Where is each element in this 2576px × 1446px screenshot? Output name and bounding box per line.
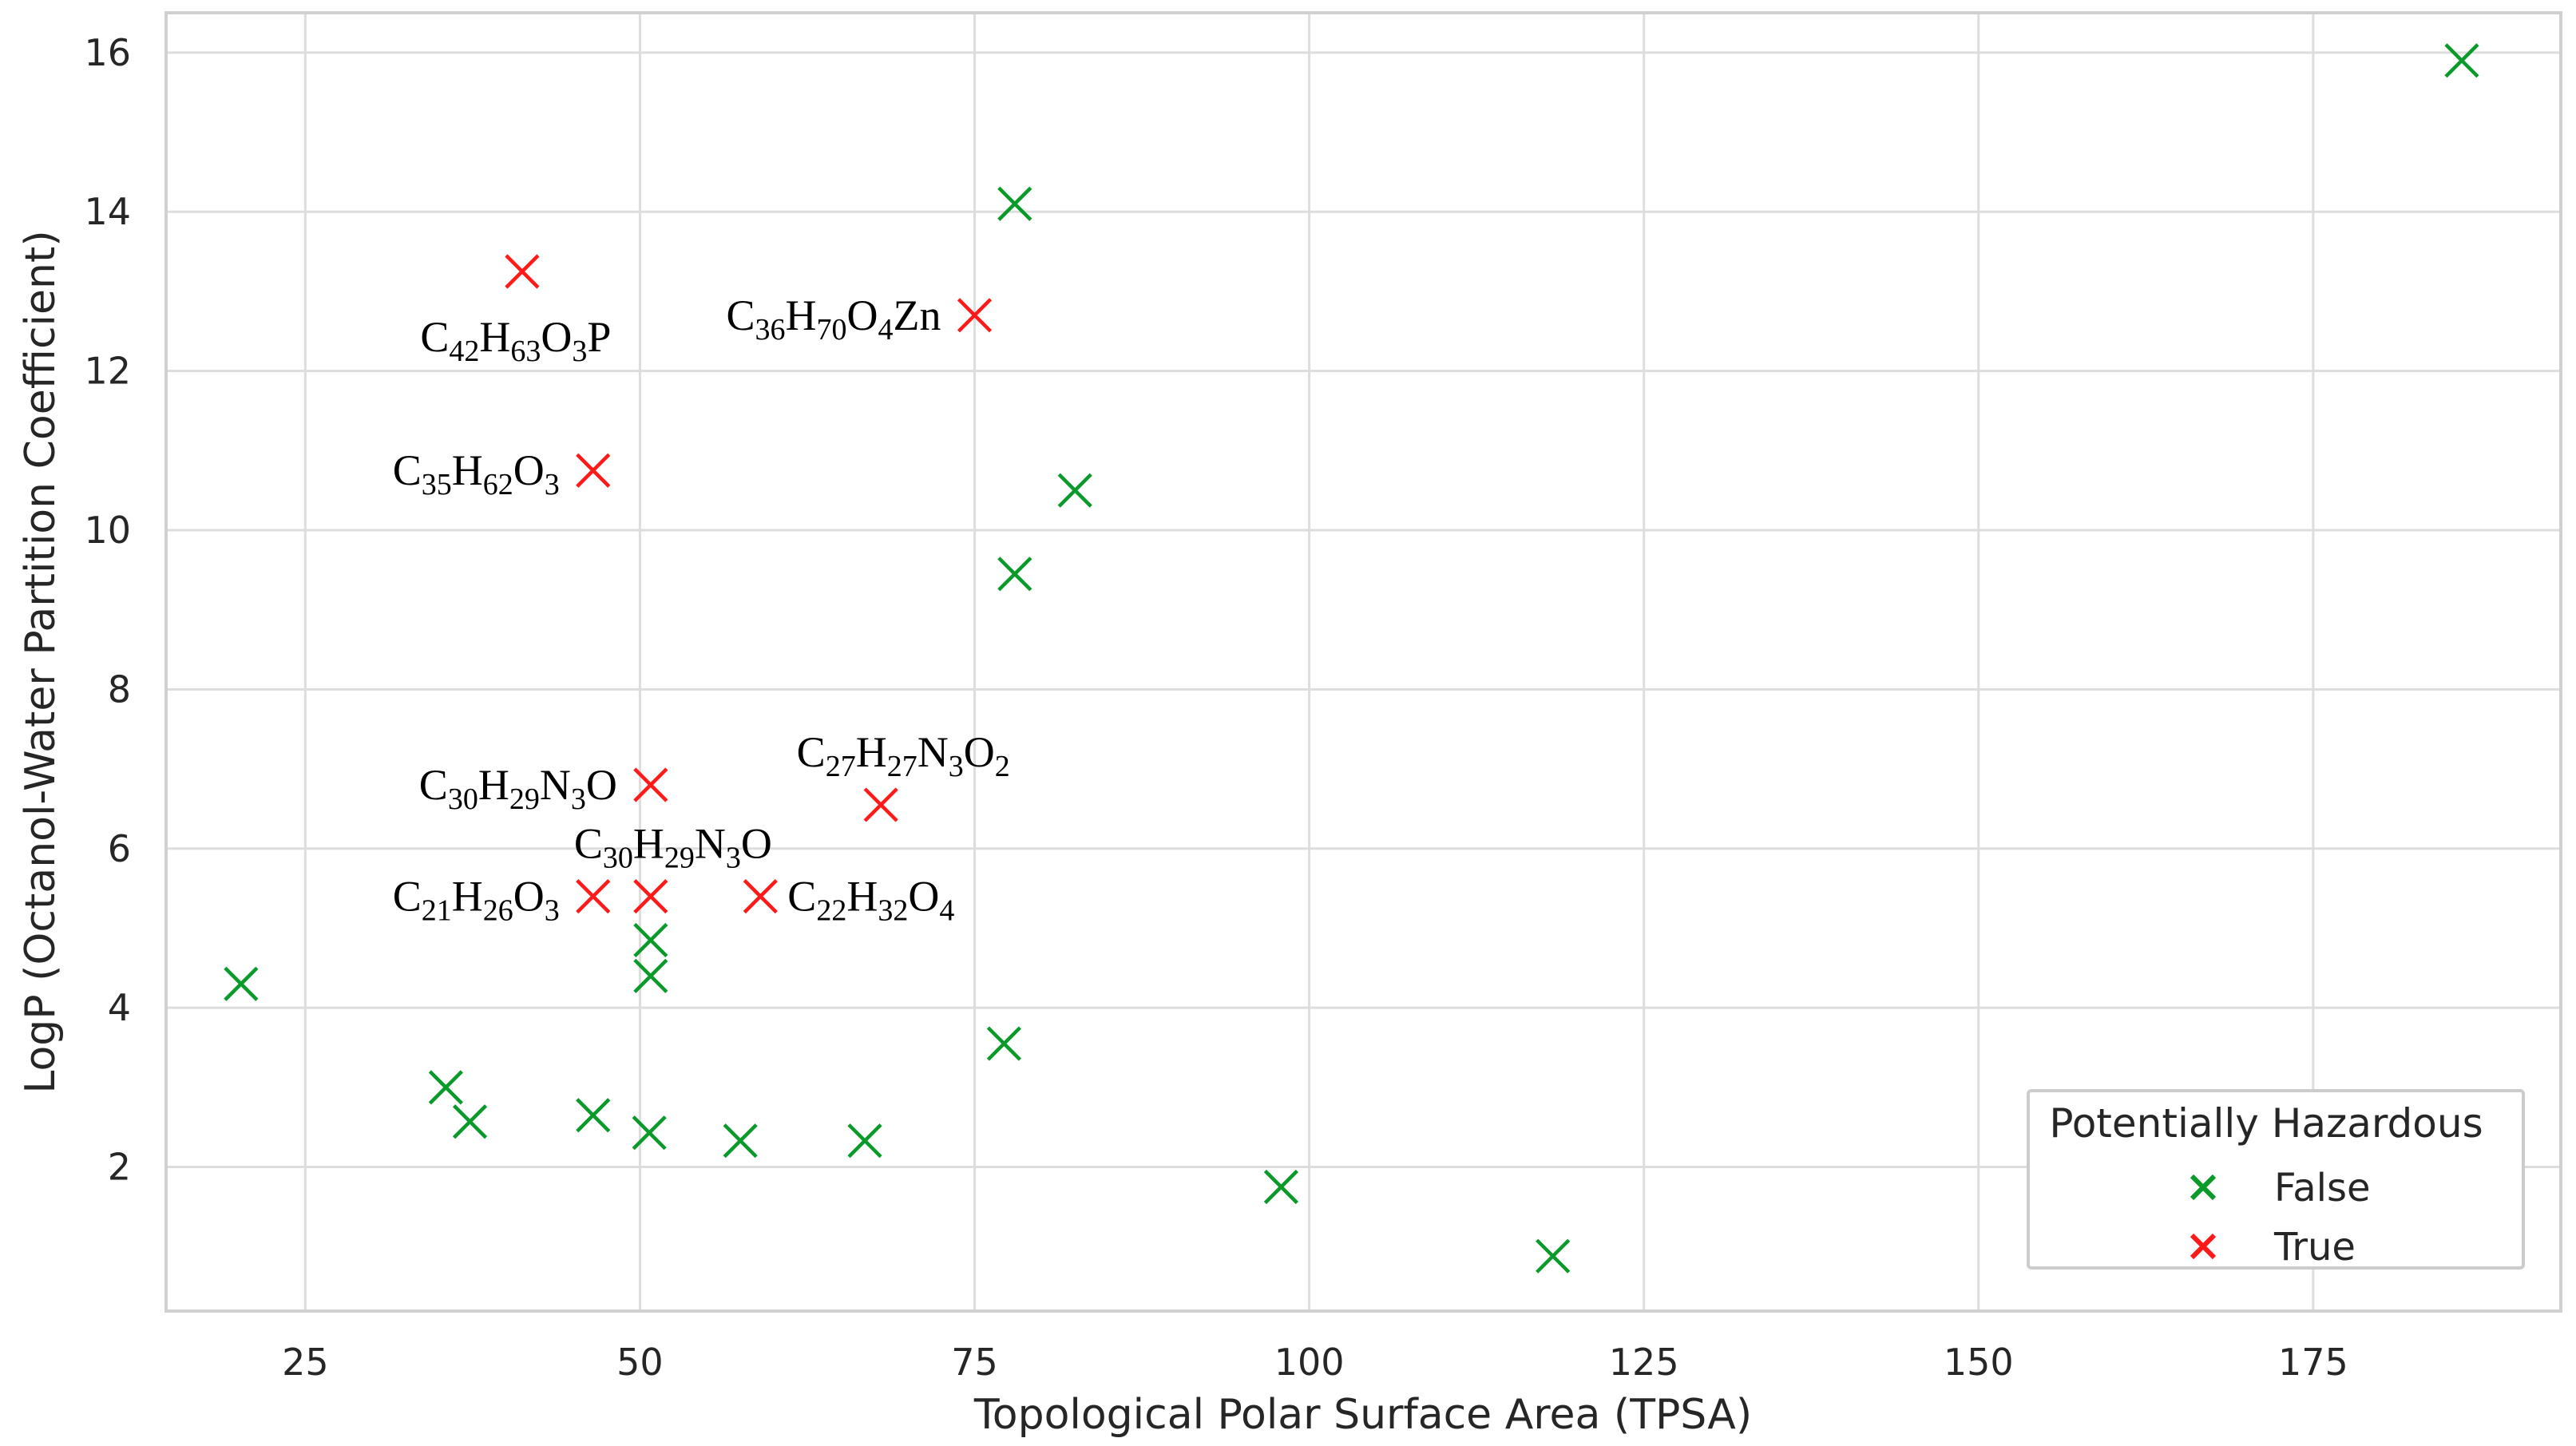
x-axis-label: Topological Polar Surface Area (TPSA) bbox=[973, 1391, 1752, 1439]
formula-annotation: C30​H29​N3​O bbox=[574, 820, 772, 875]
point-annotations: C42​H63​O3​P C35​H62​O3​ C36​H70​O4​Zn C30​… bbox=[393, 291, 1010, 928]
formula-annotation: C42​H63​O3​P bbox=[420, 313, 611, 368]
x-tick-label: 75 bbox=[951, 1341, 998, 1384]
y-tick-label: 8 bbox=[108, 668, 131, 711]
formula-annotation: C27​H27​N3​O2​ bbox=[797, 728, 1010, 783]
y-tick-label: 4 bbox=[108, 986, 131, 1029]
non-hazardous-point bbox=[428, 1070, 463, 1105]
grid-lines bbox=[166, 13, 2561, 1311]
plot-frame bbox=[164, 11, 2562, 1313]
non-hazardous-point bbox=[632, 1115, 667, 1151]
legend-title: Potentially Hazardous bbox=[2049, 1100, 2483, 1147]
y-tick-label: 6 bbox=[108, 827, 131, 870]
y-tick-label: 2 bbox=[108, 1146, 131, 1189]
y-tick-label: 16 bbox=[84, 31, 131, 74]
non-hazardous-point bbox=[576, 1098, 611, 1133]
hazardous-point bbox=[576, 879, 611, 914]
data-points bbox=[224, 43, 2479, 1274]
formula-annotation: C35​H62​O3​ bbox=[393, 446, 560, 501]
non-hazardous-point bbox=[723, 1123, 758, 1159]
non-hazardous-point bbox=[1263, 1169, 1298, 1205]
non-hazardous-point bbox=[633, 922, 668, 958]
y-axis-label: LogP (Octanol-Water Partition Coefficien… bbox=[17, 230, 65, 1093]
y-tick-label: 14 bbox=[84, 190, 131, 233]
hazardous-point bbox=[576, 453, 611, 488]
legend-label: True bbox=[2273, 1225, 2356, 1270]
formula-annotation: C36​H70​O4​Zn bbox=[726, 291, 941, 347]
y-tick-labels: 2 4 6 8 10 12 14 16 bbox=[84, 31, 131, 1189]
x-tick-label: 25 bbox=[282, 1341, 329, 1384]
legend: Potentially Hazardous False True bbox=[2027, 1089, 2525, 1270]
non-hazardous-point bbox=[633, 958, 668, 993]
non-hazardous-point bbox=[997, 557, 1032, 592]
non-hazardous-point bbox=[1536, 1238, 1571, 1274]
hazardous-point bbox=[863, 787, 898, 822]
x-tick-label: 175 bbox=[2278, 1341, 2348, 1384]
y-tick-label: 10 bbox=[84, 509, 131, 552]
legend-marker-false bbox=[2190, 1174, 2217, 1201]
formula-annotation: C30​H29​N3​O bbox=[419, 761, 617, 816]
x-tick-label: 50 bbox=[616, 1341, 664, 1384]
non-hazardous-point bbox=[1057, 473, 1092, 508]
hazardous-point bbox=[957, 298, 993, 333]
non-hazardous-point bbox=[847, 1123, 882, 1159]
legend-entries: False True bbox=[2190, 1166, 2371, 1270]
x-tick-label: 100 bbox=[1274, 1341, 1345, 1384]
hazardous-point bbox=[633, 879, 668, 914]
non-hazardous-point bbox=[452, 1104, 488, 1139]
hazardous-point bbox=[633, 767, 668, 802]
hazardous-point bbox=[743, 879, 778, 914]
x-tick-labels: 25 50 75 100 125 150 175 bbox=[282, 1341, 2348, 1384]
formula-annotation: C22​H32​O4​ bbox=[787, 873, 954, 928]
legend-box bbox=[2027, 1089, 2525, 1270]
x-tick-label: 150 bbox=[1944, 1341, 2014, 1384]
formula-annotation: C21​H26​O3​ bbox=[393, 873, 560, 928]
non-hazardous-point bbox=[224, 966, 259, 1001]
legend-marker-true bbox=[2190, 1233, 2217, 1260]
x-tick-label: 125 bbox=[1609, 1341, 1679, 1384]
legend-label: False bbox=[2274, 1166, 2371, 1210]
y-tick-label: 12 bbox=[84, 350, 131, 393]
hazardous-point bbox=[505, 254, 540, 289]
non-hazardous-point bbox=[2444, 43, 2479, 78]
non-hazardous-point bbox=[997, 186, 1032, 221]
non-hazardous-point bbox=[986, 1026, 1021, 1061]
